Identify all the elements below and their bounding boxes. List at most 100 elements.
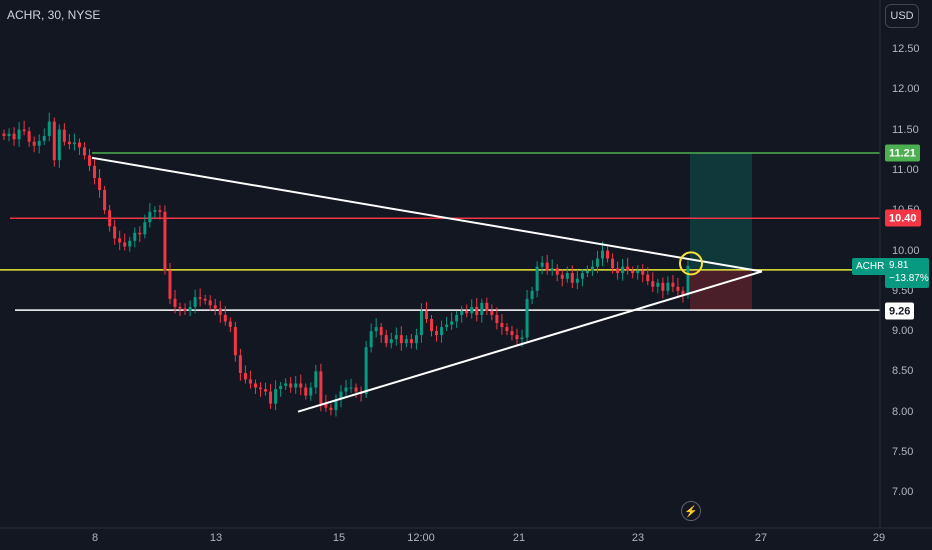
candle-body <box>168 270 172 299</box>
candle-body <box>555 268 559 275</box>
candle-body <box>404 339 408 344</box>
candle-body <box>495 314 499 324</box>
candle-body <box>606 250 610 259</box>
time-tick: 8 <box>91 532 99 544</box>
profit-zone <box>690 152 752 270</box>
candle-body <box>238 355 242 374</box>
time-tick: 12:00 <box>407 532 435 544</box>
candle-body <box>580 273 584 279</box>
candle-body <box>123 242 127 247</box>
candle-body <box>32 141 36 146</box>
candle-body <box>636 270 640 274</box>
time-tick: 15 <box>332 532 346 544</box>
candle-body <box>595 258 599 267</box>
price-tick: 11.00 <box>892 163 919 176</box>
candle-body <box>535 266 539 291</box>
candle-body <box>153 210 157 212</box>
candle-body <box>545 262 549 271</box>
candle-body <box>57 129 61 161</box>
candle-body <box>490 310 494 315</box>
candle-body <box>228 321 232 328</box>
candle-body <box>274 389 278 404</box>
candle-body <box>525 298 529 338</box>
candle-body <box>334 399 338 411</box>
candle-body <box>575 278 579 283</box>
price-tick: 8.50 <box>892 365 914 378</box>
trendlines <box>91 156 763 413</box>
target-price-badge: 11.21 <box>885 144 920 162</box>
price-tick: 8.00 <box>892 405 914 418</box>
time-tick: 13 <box>209 532 223 544</box>
candle-body <box>419 310 423 336</box>
candle-body <box>299 383 303 388</box>
lower-trendline <box>297 270 763 413</box>
candle-body <box>128 240 132 247</box>
price-tick: 10.00 <box>892 244 920 257</box>
stop-price-badge: 9.26 <box>885 302 915 320</box>
currency-button[interactable]: USD <box>885 4 919 28</box>
candle-body <box>470 306 474 314</box>
candle-body <box>324 403 328 408</box>
candle-body <box>82 147 86 156</box>
candle-body <box>264 389 268 392</box>
candle-body <box>455 314 459 322</box>
candle-body <box>626 266 630 271</box>
candle-body <box>143 222 147 235</box>
candle-body <box>108 210 112 227</box>
candle-body <box>158 210 162 212</box>
candle-body <box>651 281 655 287</box>
candle-body <box>666 282 670 291</box>
candle-body <box>505 327 509 332</box>
symbol-title: ACHR, 30, NYSE <box>7 8 101 22</box>
candle-body <box>72 142 76 145</box>
candle-body <box>515 335 519 340</box>
price-tick: 7.00 <box>892 486 914 499</box>
candle-body <box>88 155 91 166</box>
candle-body <box>93 165 97 178</box>
candle-body <box>339 391 343 400</box>
candle-body <box>279 385 283 390</box>
candle-body <box>379 327 383 336</box>
candle-body <box>188 306 192 311</box>
candle-body <box>133 232 137 241</box>
candle-body <box>259 387 262 390</box>
candle-body <box>223 314 227 322</box>
candle-body <box>369 331 373 348</box>
candle-body <box>445 324 449 328</box>
candle-body <box>248 379 252 384</box>
candle-body <box>304 387 308 396</box>
candle-body <box>661 282 665 291</box>
candle-body <box>349 387 353 389</box>
candle-body <box>430 319 433 332</box>
candle-body <box>631 270 635 274</box>
candle-body <box>113 226 117 239</box>
candle-body <box>12 133 16 140</box>
candle-body <box>67 141 71 145</box>
candle-body <box>364 347 368 394</box>
candle-body <box>560 274 564 279</box>
candle-body <box>208 300 212 306</box>
lightning-icon[interactable]: ⚡ <box>681 501 701 521</box>
candle-body <box>233 327 237 356</box>
current-price: 9.81 <box>889 260 909 271</box>
candle-body <box>47 121 51 137</box>
candle-body <box>37 140 41 146</box>
price-tick: 7.50 <box>892 446 914 458</box>
candle-body <box>218 308 222 315</box>
candle-body <box>414 335 418 344</box>
price-tick: 12.00 <box>892 83 920 96</box>
candle-body <box>309 387 313 396</box>
candle-body <box>77 142 81 148</box>
candle-body <box>641 270 645 275</box>
candlestick-series <box>2 112 690 417</box>
candle-body <box>253 383 257 388</box>
candle-body <box>394 335 398 340</box>
candle-body <box>42 136 46 141</box>
candle-body <box>27 131 31 142</box>
ticker-tag: ACHR <box>852 258 889 275</box>
candle-body <box>590 266 594 271</box>
upper-trendline <box>91 156 763 273</box>
candle-body <box>193 297 197 307</box>
candle-body <box>500 323 504 328</box>
